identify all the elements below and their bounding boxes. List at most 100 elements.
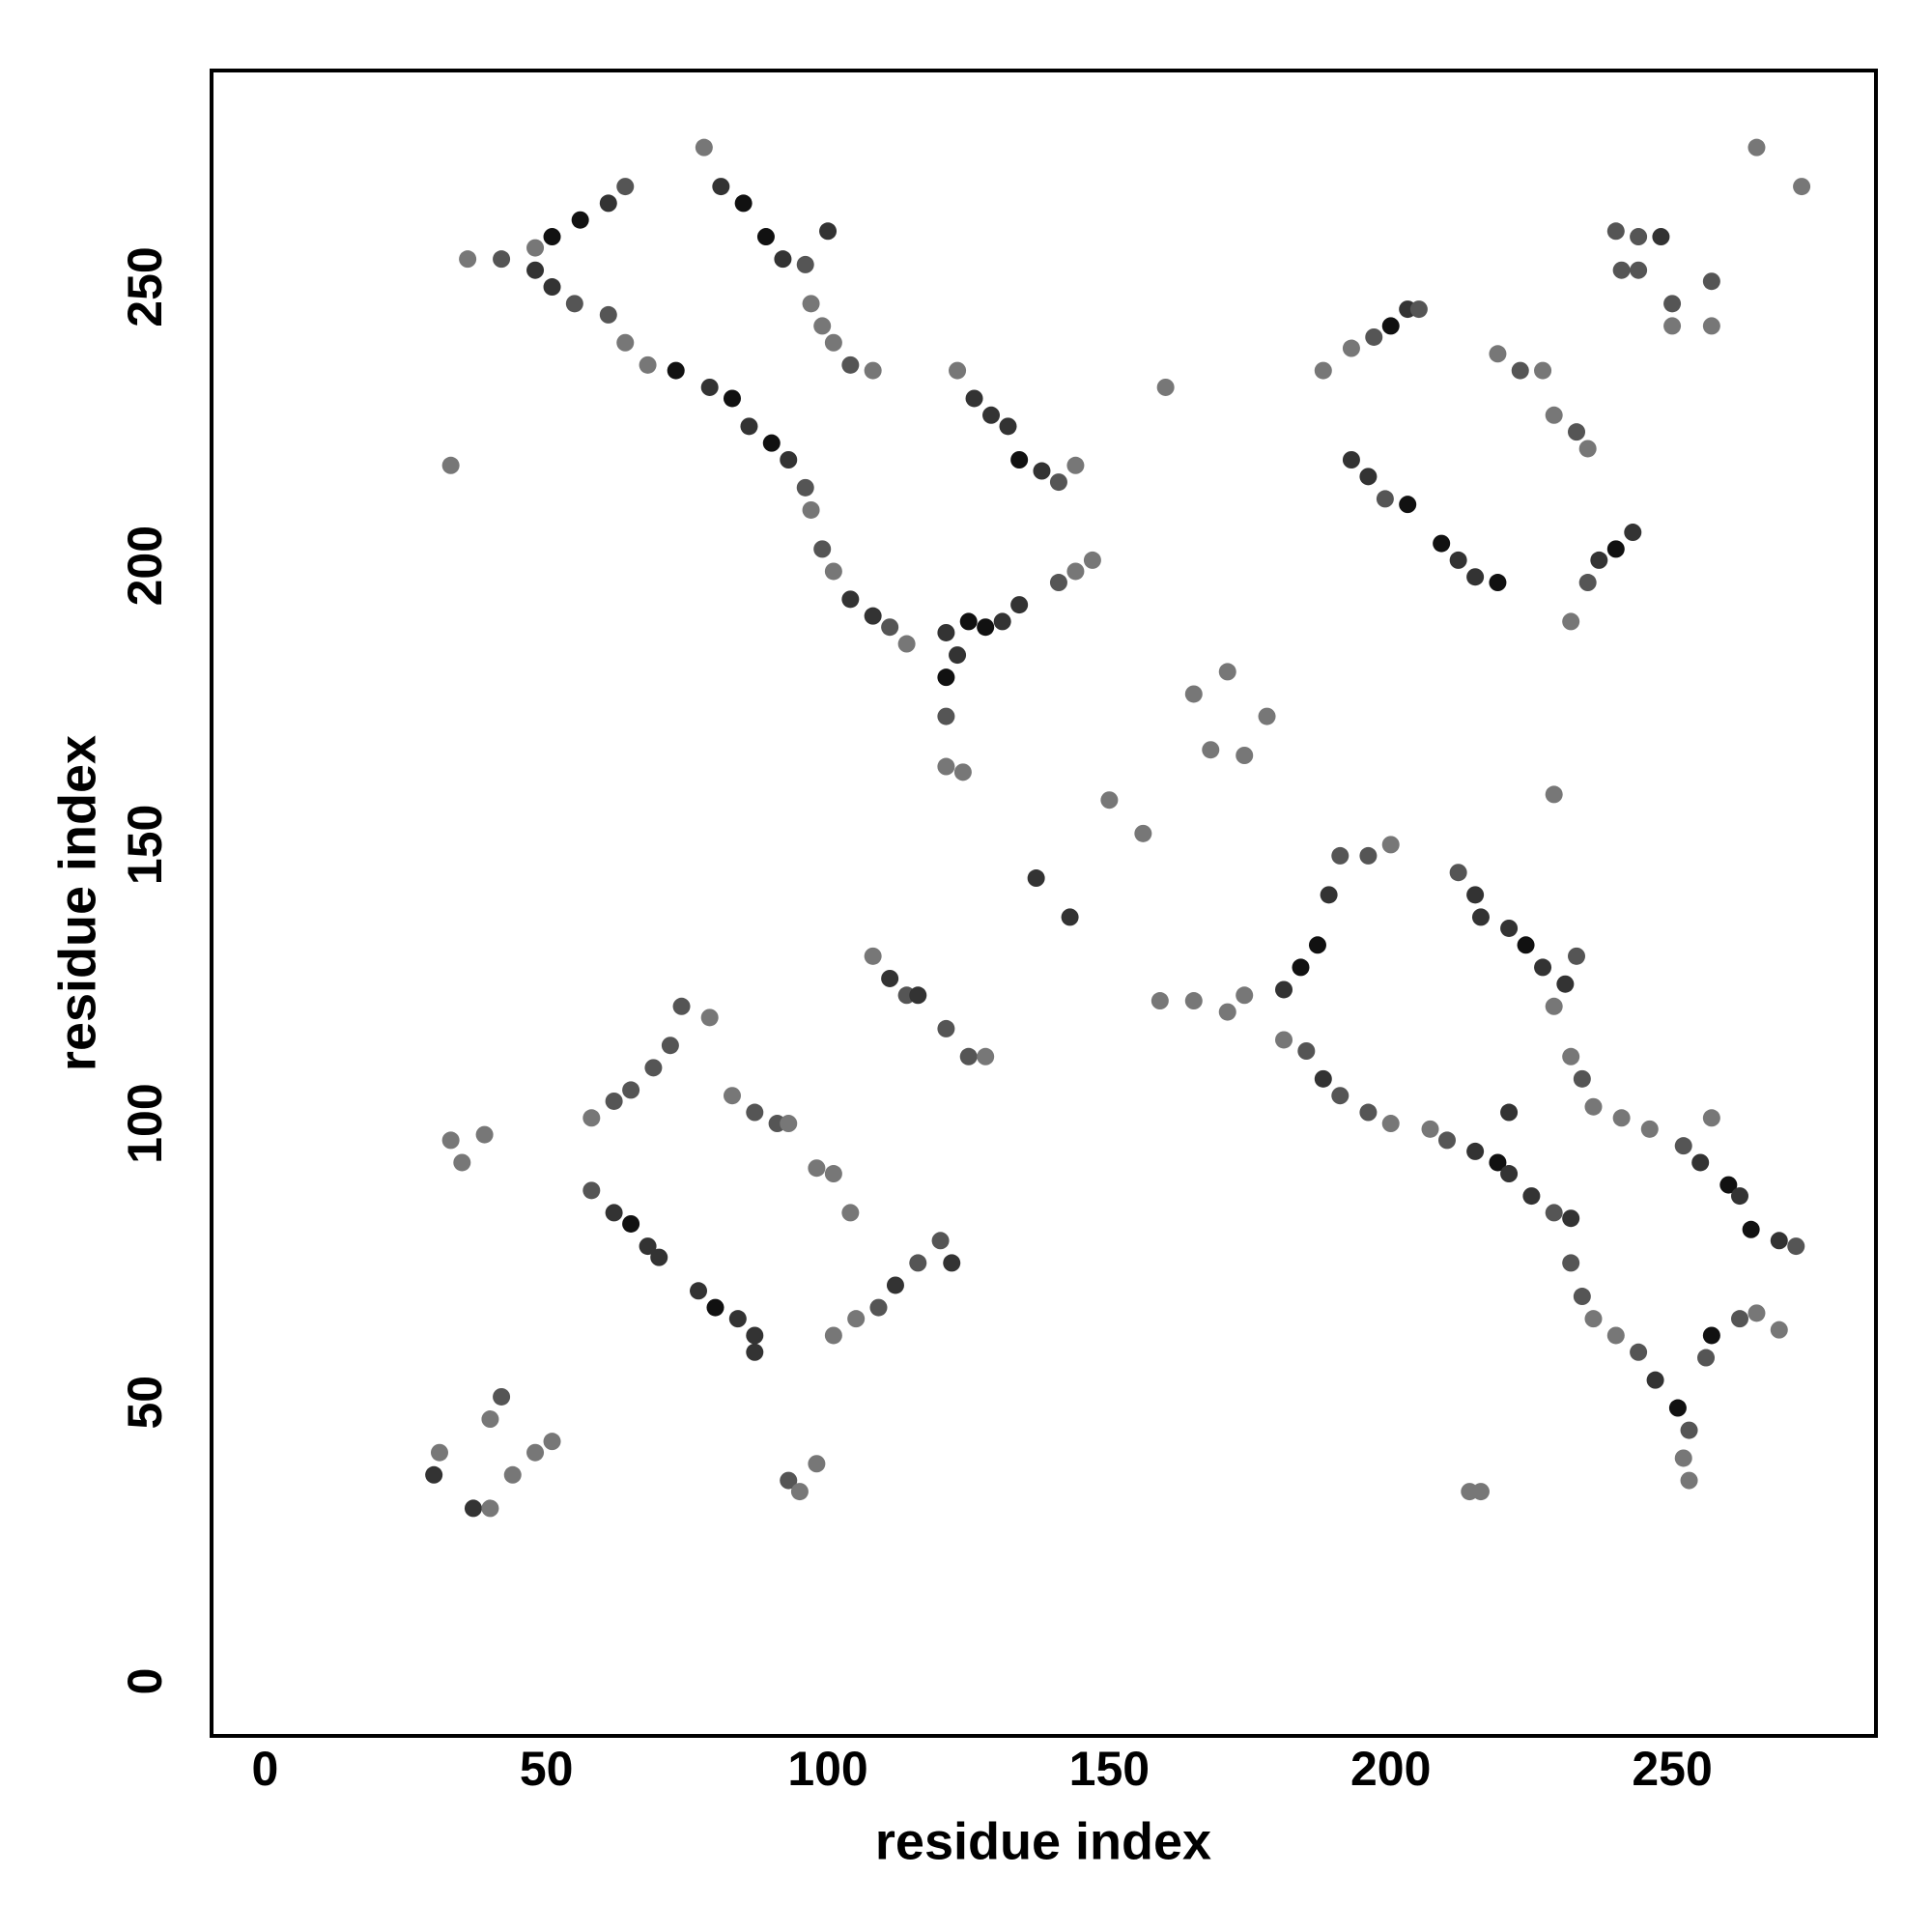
contact-point bbox=[1562, 1209, 1580, 1228]
contact-point bbox=[802, 295, 820, 313]
contact-point bbox=[526, 239, 545, 257]
contact-point bbox=[813, 317, 832, 335]
contact-point bbox=[1680, 1471, 1698, 1490]
y-tick-label: 100 bbox=[118, 1083, 172, 1163]
contact-point bbox=[605, 1092, 623, 1110]
contact-point bbox=[1297, 1042, 1316, 1061]
contact-point bbox=[780, 1115, 798, 1133]
contact-point bbox=[1747, 1304, 1766, 1322]
contact-point bbox=[650, 1248, 668, 1266]
contact-point bbox=[1421, 1120, 1439, 1138]
contact-point bbox=[1342, 450, 1360, 469]
contact-point bbox=[1236, 746, 1254, 764]
contact-point bbox=[622, 1214, 640, 1233]
contact-point bbox=[841, 355, 860, 374]
contact-point bbox=[756, 228, 775, 246]
contact-point bbox=[734, 194, 753, 213]
contact-point bbox=[1652, 228, 1670, 246]
contact-point bbox=[1630, 1343, 1648, 1361]
contact-point bbox=[780, 450, 798, 469]
contact-point bbox=[1742, 1220, 1760, 1238]
contact-point bbox=[1236, 986, 1254, 1005]
contact-point bbox=[1320, 886, 1338, 904]
y-axis-label: residue index bbox=[48, 735, 106, 1071]
contact-point bbox=[824, 562, 842, 581]
contact-point bbox=[1466, 568, 1485, 586]
contact-point bbox=[1562, 1254, 1580, 1272]
contact-point bbox=[1218, 663, 1236, 681]
contact-point bbox=[1433, 534, 1451, 553]
contact-point bbox=[526, 261, 545, 279]
contact-point bbox=[1342, 339, 1360, 357]
y-tick-label: 200 bbox=[118, 526, 172, 606]
contact-point bbox=[977, 1047, 995, 1065]
y-tick-label: 50 bbox=[118, 1376, 172, 1430]
contact-point bbox=[1640, 1120, 1659, 1138]
contact-point bbox=[1630, 228, 1648, 246]
plot-points bbox=[425, 138, 1811, 1518]
contact-point bbox=[1545, 997, 1563, 1015]
contact-point bbox=[441, 456, 460, 474]
contact-point bbox=[1381, 836, 1400, 854]
y-tick-label: 0 bbox=[118, 1668, 172, 1695]
contact-point bbox=[1702, 1326, 1720, 1345]
contact-point bbox=[1359, 468, 1378, 486]
contact-point bbox=[1049, 473, 1067, 492]
contact-point bbox=[712, 178, 730, 196]
contact-point bbox=[824, 1326, 842, 1345]
contact-point bbox=[1314, 361, 1332, 380]
contact-point bbox=[1066, 456, 1085, 474]
contact-point bbox=[1292, 958, 1310, 977]
x-tick-label: 250 bbox=[1632, 1742, 1712, 1796]
contact-point bbox=[459, 250, 477, 269]
contact-point bbox=[808, 1455, 826, 1473]
contact-point bbox=[881, 969, 899, 987]
contact-point bbox=[1275, 980, 1293, 999]
contact-point bbox=[1584, 1310, 1603, 1328]
contact-point bbox=[1702, 317, 1720, 335]
contact-point bbox=[1730, 1310, 1748, 1328]
contact-point bbox=[931, 1232, 950, 1250]
x-tick-label: 200 bbox=[1350, 1742, 1431, 1796]
contact-point bbox=[723, 389, 741, 408]
y-tick-label: 250 bbox=[118, 246, 172, 327]
contact-point bbox=[1573, 1069, 1591, 1088]
contact-point bbox=[864, 361, 882, 380]
contact-point bbox=[599, 305, 617, 324]
contact-point bbox=[1511, 361, 1529, 380]
contact-point bbox=[886, 1276, 904, 1294]
contact-point bbox=[1702, 1109, 1720, 1127]
contact-point bbox=[1545, 785, 1563, 804]
contact-point bbox=[1449, 864, 1467, 882]
contact-point bbox=[1606, 222, 1625, 241]
contact-point bbox=[1027, 869, 1045, 888]
contact-point bbox=[746, 1343, 764, 1361]
contact-point bbox=[864, 607, 882, 625]
contact-point bbox=[493, 1387, 511, 1406]
contact-point bbox=[869, 1298, 888, 1317]
contact-point bbox=[1376, 490, 1394, 508]
contact-point bbox=[582, 1109, 601, 1127]
contact-point bbox=[1218, 1003, 1236, 1021]
contact-point bbox=[1545, 406, 1563, 424]
contact-point bbox=[1674, 1137, 1692, 1155]
contact-point bbox=[1365, 327, 1383, 346]
contact-point bbox=[1545, 1204, 1563, 1222]
contact-point bbox=[695, 138, 713, 156]
contact-point bbox=[999, 417, 1017, 436]
contact-point bbox=[1359, 1103, 1378, 1122]
contact-point bbox=[1578, 440, 1597, 458]
contact-point bbox=[1083, 551, 1101, 569]
contact-point bbox=[1275, 1031, 1293, 1049]
contact-point bbox=[1184, 685, 1203, 703]
contact-point bbox=[1010, 450, 1029, 469]
contact-point bbox=[1033, 462, 1051, 480]
contact-point bbox=[1534, 958, 1552, 977]
contact-point bbox=[1624, 524, 1642, 542]
contact-point bbox=[1691, 1153, 1710, 1172]
contact-point bbox=[1578, 574, 1597, 592]
contact-point bbox=[1630, 261, 1648, 279]
contact-point bbox=[937, 668, 955, 687]
contact-point bbox=[1500, 1165, 1519, 1183]
